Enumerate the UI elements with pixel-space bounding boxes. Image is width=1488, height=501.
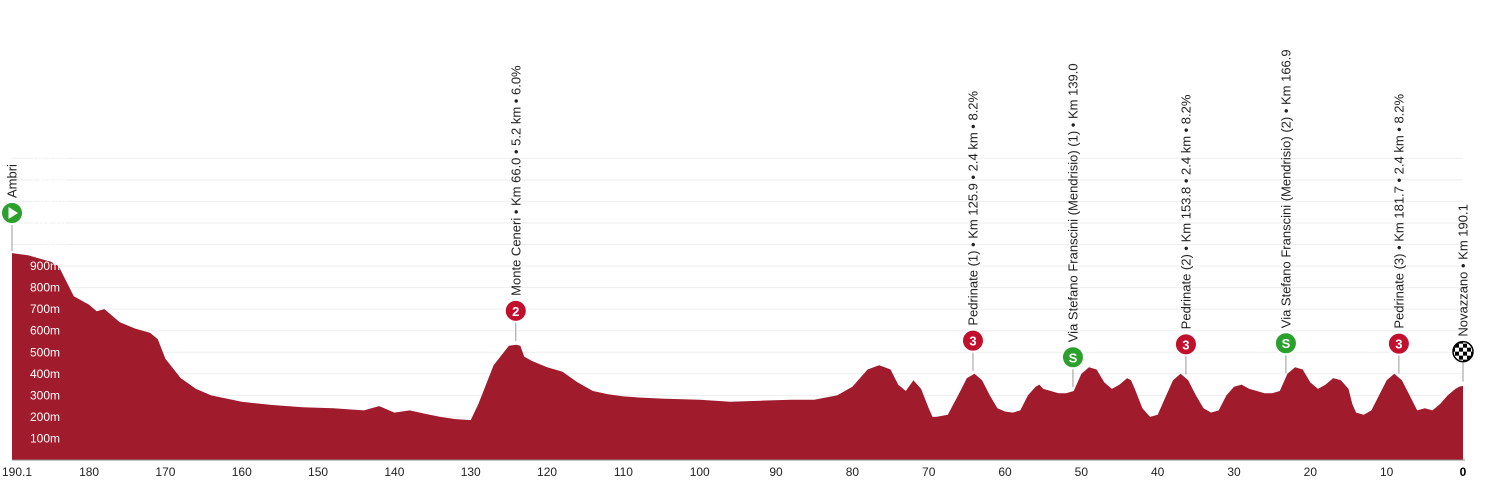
waypoint-pedrinate-1: 3 Pedrinate (1) • Km 125.9 • 2.4 km • 8.2… xyxy=(960,90,985,371)
x-tick-label: 130 xyxy=(461,465,481,479)
x-tick-label: 50 xyxy=(1075,465,1089,479)
x-tick-label: 60 xyxy=(998,465,1012,479)
sprint-marker-icon xyxy=(1060,345,1085,370)
x-tick-label: 20 xyxy=(1304,465,1318,479)
waypoint-sprint-2: S Via Stefano Franscini (Mendrisio) (2) •… xyxy=(1273,49,1298,374)
waypoint-label: Pedrinate (1) • Km 125.9 • 2.4 km • 8.2% xyxy=(965,90,980,325)
y-tick-label: 1100m xyxy=(30,216,66,230)
y-tick-label: 300m xyxy=(30,388,60,402)
x-tick-label: 0 xyxy=(1460,465,1467,479)
climb-marker-icon xyxy=(503,298,528,323)
waypoint-label: Pedrinate (3) • Km 181.7 • 2.4 km • 8.2% xyxy=(1391,93,1406,328)
y-tick-label: 200m xyxy=(30,410,60,424)
marker-label: 3 xyxy=(1182,337,1189,352)
waypoint-monte-ceneri: 2 Monte Ceneri • Km 66.0 • 5.2 km • 6.0% xyxy=(503,65,528,341)
y-tick-label: 1000m xyxy=(30,238,67,252)
sprint-marker-icon xyxy=(1273,331,1298,356)
x-tick-label: 80 xyxy=(846,465,860,479)
play-icon xyxy=(8,207,18,219)
x-tick-label: 180 xyxy=(79,465,99,479)
y-tick-label: 800m xyxy=(30,281,60,295)
waypoint-label: Novazzano • Km 190.1 xyxy=(1456,204,1471,336)
y-tick-label: 100m xyxy=(30,431,60,445)
y-tick-label: 1300m xyxy=(30,173,67,187)
x-tick-label: 160 xyxy=(232,465,252,479)
marker-label: 2 xyxy=(512,304,519,319)
x-tick-label: 120 xyxy=(537,465,557,479)
y-tick-label: 600m xyxy=(30,324,60,338)
waypoint-start: Ambri xyxy=(0,164,24,252)
x-tick-label: 140 xyxy=(384,465,404,479)
waypoint-label: Pedrinate (2) • Km 153.8 • 2.4 km • 8.2% xyxy=(1178,94,1193,329)
x-tick-label: 190.1 xyxy=(2,465,32,479)
marker-label: 3 xyxy=(969,334,976,349)
gridlines xyxy=(12,157,1463,439)
climb-marker-icon xyxy=(960,328,985,353)
elevation-area xyxy=(12,253,1463,460)
waypoint-annotations: Ambri 2 Monte Ceneri • Km 66.0 • 5.2 km • … xyxy=(0,49,1474,388)
x-tick-label: 70 xyxy=(922,465,936,479)
waypoint-label: Via Stefano Franscini (Mendrisio) (1) • … xyxy=(1065,63,1080,342)
y-tick-label: 400m xyxy=(30,367,60,381)
marker-label: S xyxy=(1282,336,1291,351)
x-tick-label: 150 xyxy=(308,465,328,479)
waypoint-pedrinate-3: 3 Pedrinate (3) • Km 181.7 • 2.4 km • 8.2… xyxy=(1386,93,1411,374)
x-tick-label: 170 xyxy=(155,465,175,479)
x-tick-label: 10 xyxy=(1380,465,1394,479)
x-tick-label: 30 xyxy=(1227,465,1241,479)
waypoint-label: Monte Ceneri • Km 66.0 • 5.2 km • 6.0% xyxy=(508,65,523,296)
waypoint-pedrinate-2: 3 Pedrinate (2) • Km 153.8 • 2.4 km • 8.2… xyxy=(1173,94,1198,375)
y-tick-label: 1200m xyxy=(30,194,67,208)
climb-marker-icon xyxy=(1173,332,1198,357)
finish-flag-icon xyxy=(1453,341,1473,362)
x-tick-label: 40 xyxy=(1151,465,1165,479)
x-tick-label: 110 xyxy=(614,465,633,479)
y-tick-label: 1400m xyxy=(30,151,67,165)
waypoint-label: Ambri xyxy=(5,164,20,198)
y-tick-label: 900m xyxy=(30,259,60,273)
climb-marker-icon xyxy=(1386,331,1411,356)
y-tick-label: 500m xyxy=(30,345,60,359)
y-tick-label: 700m xyxy=(30,302,60,316)
waypoint-label: Via Stefano Franscini (Mendrisio) (2) • … xyxy=(1278,49,1293,328)
marker-label: S xyxy=(1069,350,1078,365)
x-axis-labels: 190.1 180 170 160 150 140 130 120 110 100 90 80 70 60… xyxy=(2,465,1467,479)
waypoint-sprint-1: S Via Stefano Franscini (Mendrisio) (1) •… xyxy=(1060,63,1085,388)
x-tick-label: 100 xyxy=(690,465,710,479)
waypoint-finish: Novazzano • Km 190.1 xyxy=(1452,204,1474,382)
marker-label: 3 xyxy=(1395,337,1402,352)
x-tick-label: 90 xyxy=(769,465,783,479)
y-axis-labels: 100m 200m 300m 400m 500m 600m 700m 800m 900m 1000… xyxy=(30,151,67,445)
